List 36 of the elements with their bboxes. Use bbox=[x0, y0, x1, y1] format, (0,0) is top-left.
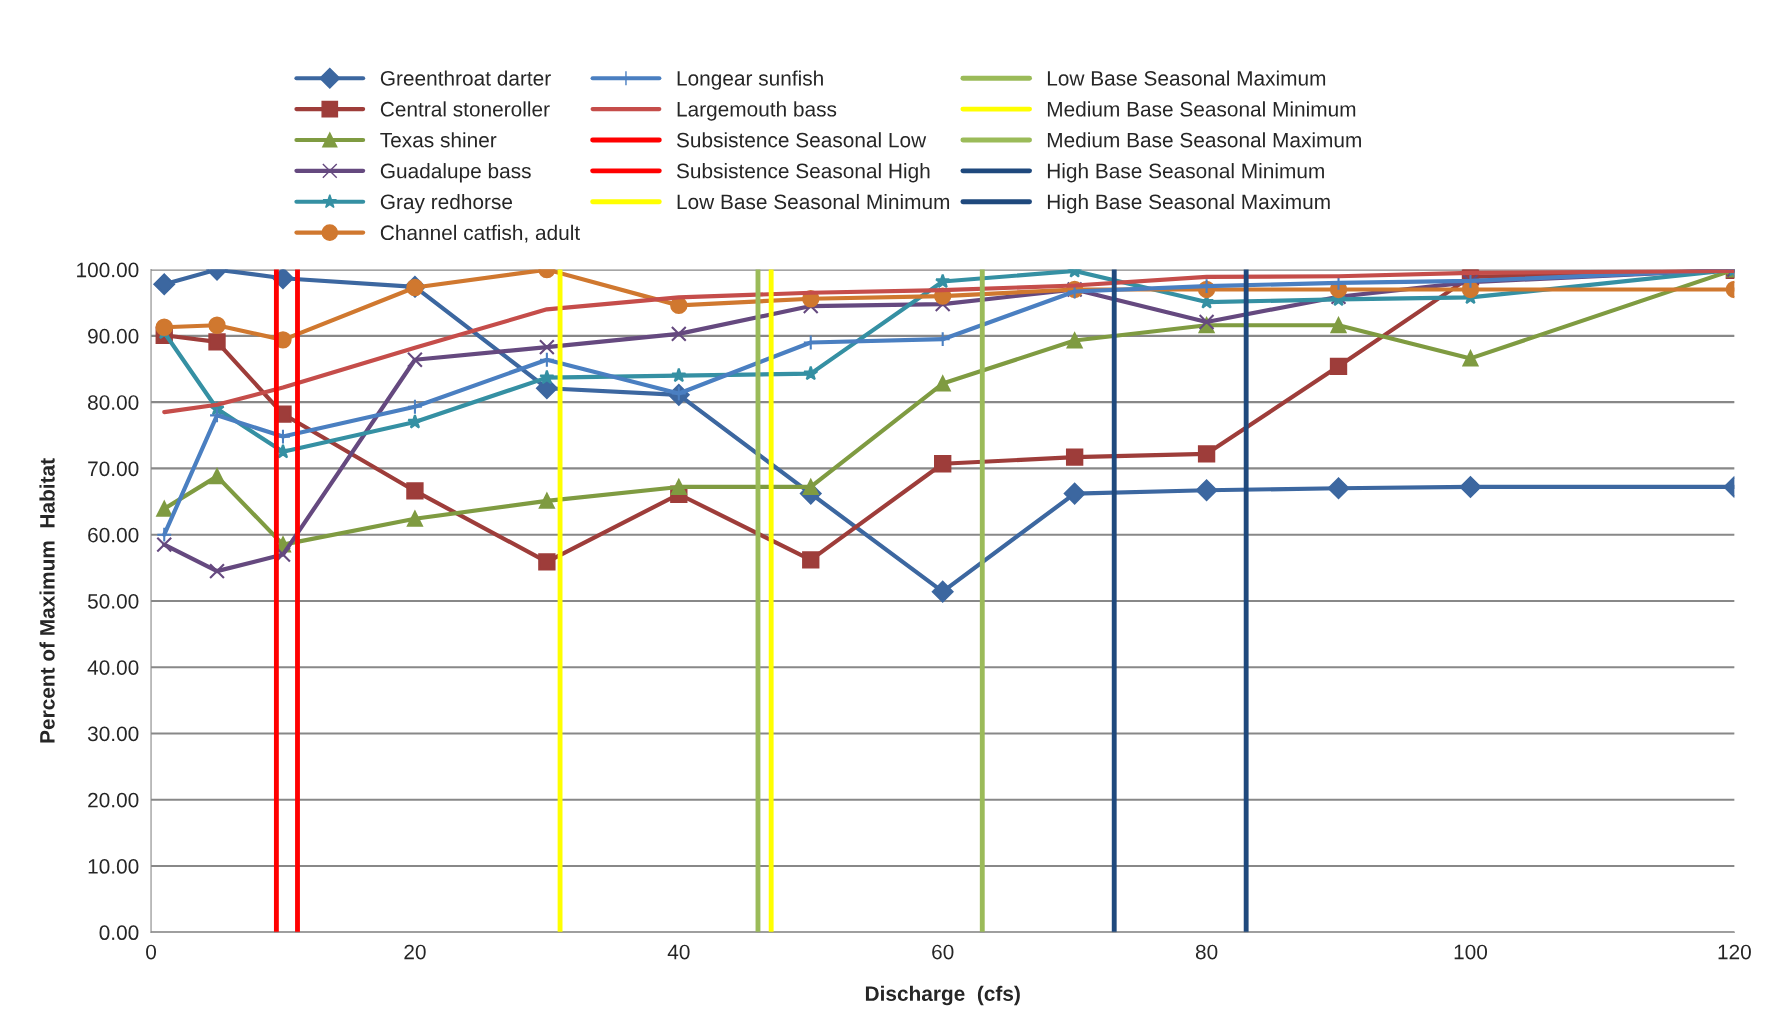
y-tick-label: 30.00 bbox=[87, 726, 139, 742]
legend-label: High Base Seasonal Minimum bbox=[1047, 163, 1324, 183]
legend-label: Guadalupe bass bbox=[380, 163, 531, 183]
legend-label: Medium Base Seasonal Maximum bbox=[1047, 132, 1361, 148]
legend-label: Low Base Seasonal Minimum bbox=[677, 193, 950, 210]
legend-label: Largemouth bass bbox=[677, 101, 837, 121]
y-tick-label: 40.00 bbox=[87, 660, 139, 675]
x-tick-label: 120 bbox=[1718, 944, 1751, 960]
y-tick-label: 60.00 bbox=[88, 527, 139, 543]
legend-label: Channel catfish, adult bbox=[380, 224, 580, 243]
x-tick-label: 40 bbox=[667, 944, 690, 960]
legend-label: Subsistence Seasonal Low bbox=[676, 132, 927, 148]
legend-label: Subsistence Seasonal High bbox=[676, 163, 930, 183]
legend-label: Longear sunfish bbox=[677, 70, 823, 90]
y-axis-title: Percent of Maximum Habitat bbox=[39, 458, 55, 743]
y-tick-label: 10.00 bbox=[88, 859, 139, 874]
y-tick-label: 70.00 bbox=[88, 461, 139, 477]
x-tick-label: 20 bbox=[404, 944, 426, 960]
legend-label: High Base Seasonal Maximum bbox=[1047, 193, 1330, 214]
legend-label: Gray redhorse bbox=[380, 193, 513, 214]
x-tick-label: 0 bbox=[146, 944, 157, 960]
y-tick-label: 90.00 bbox=[88, 328, 139, 344]
legend-label: Central stoneroller bbox=[380, 101, 550, 117]
x-axis-title: Discharge (cfs) bbox=[865, 985, 1020, 1006]
y-tick-label: 20.00 bbox=[88, 792, 139, 808]
y-tick-label: 0.00 bbox=[99, 925, 139, 941]
legend-label: Texas shiner bbox=[380, 132, 497, 148]
y-tick-label: 100.00 bbox=[77, 262, 139, 278]
legend-label: Greenthroat darter bbox=[380, 70, 551, 86]
x-tick-label: 60 bbox=[932, 944, 954, 960]
x-tick-label: 80 bbox=[1195, 944, 1218, 960]
legend-label: Low Base Seasonal Maximum bbox=[1047, 70, 1326, 86]
legend-label: Medium Base Seasonal Minimum bbox=[1047, 101, 1356, 117]
y-tick-label: 80.00 bbox=[88, 395, 139, 410]
y-tick-label: 50.00 bbox=[87, 593, 139, 609]
x-tick-label: 100 bbox=[1454, 944, 1488, 960]
